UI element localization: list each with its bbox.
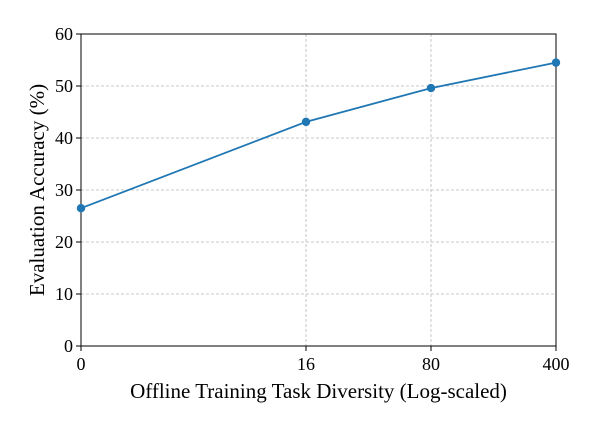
series-line [80,61,557,210]
x-tick-label: 80 [422,354,440,374]
y-tick-label: 40 [55,128,73,148]
y-tick-label: 0 [64,336,73,356]
grid-layer [81,34,556,346]
ticks-layer: 0 10 20 30 40 50 60 0 16 80 400 [55,24,570,374]
data-point [551,58,561,67]
x-tick-label: 400 [543,354,570,374]
y-axis-title: Evaluation Accuracy (%) [25,84,49,296]
y-tick-label: 50 [55,76,73,96]
y-tick-label: 30 [55,180,73,200]
data-point [76,204,86,213]
data-point [426,83,436,93]
x-axis-title: Offline Training Task Diversity (Log-sca… [130,379,507,403]
x-tick-label: 0 [77,354,86,374]
y-tick-label: 10 [55,284,73,304]
y-tick-label: 20 [55,232,73,252]
x-tick-label: 16 [297,354,315,374]
data-point [301,117,311,127]
y-tick-label: 60 [55,24,73,44]
series-layer [76,58,561,213]
